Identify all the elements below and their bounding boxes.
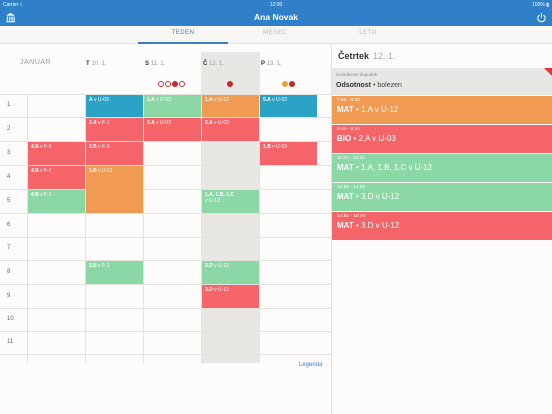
all-day-label: Celodnevni dogodek: [336, 72, 378, 77]
period-number: 2: [7, 126, 11, 132]
tab-month[interactable]: MESEC: [263, 30, 287, 36]
day-header-fri[interactable]: P 13. 1.: [261, 61, 282, 67]
lesson-cell[interactable]: 1.B v U-03: [260, 142, 317, 165]
period-number: 5: [7, 198, 11, 204]
flag-marker-icon: [544, 68, 552, 76]
lesson-cell[interactable]: 2.A v F-1: [86, 118, 143, 141]
period-number: 9: [7, 293, 11, 299]
tab-week[interactable]: TEDEN: [138, 30, 228, 44]
lesson-cell[interactable]: 4.B v F-5: [28, 142, 85, 165]
period-number: 6: [7, 222, 11, 228]
event-dots-fri: [282, 81, 296, 88]
legend-link[interactable]: Legenda: [299, 362, 323, 368]
lesson-item[interactable]: 8:40 - 9:30 BIO • 2.A v U-03: [332, 125, 552, 153]
lesson-cell[interactable]: 1.B v U-11: [86, 166, 143, 213]
lesson-item[interactable]: 13:55 - 14:50 MAT • 3.D v U-12: [332, 183, 552, 211]
lesson-cell[interactable]: 4.B v F-7: [28, 166, 85, 189]
clock: 12:00: [269, 2, 283, 8]
month-label: JANUAR: [20, 59, 52, 66]
school-icon[interactable]: [5, 12, 16, 23]
day-header-thu[interactable]: Č 12. 1.: [203, 61, 225, 67]
tab-year[interactable]: LETO: [359, 30, 377, 36]
lesson-cell[interactable]: 1.A v U-03: [144, 95, 201, 117]
panel-divider: [331, 44, 332, 414]
period-number: 4: [7, 174, 11, 180]
event-dots-thu: [227, 81, 234, 88]
lesson-cell[interactable]: 2.A v U-03: [202, 118, 259, 141]
absence-reason: • bolezen: [372, 82, 402, 89]
period-number: 3: [7, 150, 11, 156]
week-calendar: JANUAR T 10. 1. S 11. 1. Č 12. 1. P 13. …: [0, 44, 331, 414]
selected-day-title: Četrtek 12. 1.: [338, 51, 396, 61]
lesson-item[interactable]: 14:50 - 15:40 MAT • 3.D v U-12: [332, 212, 552, 240]
power-icon[interactable]: [536, 12, 547, 23]
lesson-cell[interactable]: 3.D v U-12: [202, 261, 259, 284]
lesson-cell[interactable]: 2.B v F-5: [86, 142, 143, 165]
lesson-cell[interactable]: A v U-03: [86, 95, 143, 117]
lesson-cell[interactable]: 4.B v F-1: [28, 190, 85, 213]
day-header-wed[interactable]: S 11. 1.: [145, 61, 166, 67]
page-title: Ana Novak: [254, 12, 298, 22]
event-dots-wed: [158, 81, 186, 88]
period-number: 8: [7, 269, 11, 275]
period-number: 7: [7, 245, 11, 251]
day-detail-panel: Četrtek 12. 1. Celodnevni dogodek Odsotno…: [332, 44, 552, 414]
nav-bar: Ana Novak: [0, 9, 552, 26]
status-bar: Carrier ☇ 12:00 100% ▮: [0, 0, 552, 9]
battery-indicator: 100% ▮: [532, 2, 549, 8]
absence-title: Odsotnost: [336, 82, 371, 89]
period-number: 11: [7, 339, 14, 345]
lesson-cell[interactable]: 2.A v U-03: [144, 118, 201, 141]
absence-event[interactable]: Celodnevni dogodek Odsotnost • bolezen: [332, 68, 552, 95]
lesson-cell[interactable]: 3.D v U-12: [202, 285, 259, 308]
lesson-item[interactable]: 7:55 - 8:40 MAT • 1.A v U-12: [332, 96, 552, 124]
day-header-tue[interactable]: T 10. 1.: [86, 61, 107, 67]
lesson-cell[interactable]: 1.A v U-12: [202, 95, 259, 117]
lesson-item[interactable]: 11:20 - 12:10 MAT • 1.A, 1.B, 1.C v U-12: [332, 154, 552, 182]
lesson-cell[interactable]: 1.A, 1.B, 1.C v U-12: [202, 190, 259, 213]
view-tabs: TEDEN MESEC LETO: [0, 26, 552, 44]
period-number: 10: [7, 316, 14, 322]
lesson-cell[interactable]: 5.B v F-1: [86, 261, 143, 284]
carrier-label: Carrier ☇: [3, 2, 23, 8]
lesson-cell[interactable]: 5.A v U-03: [260, 95, 317, 117]
period-number: 1: [7, 102, 11, 108]
